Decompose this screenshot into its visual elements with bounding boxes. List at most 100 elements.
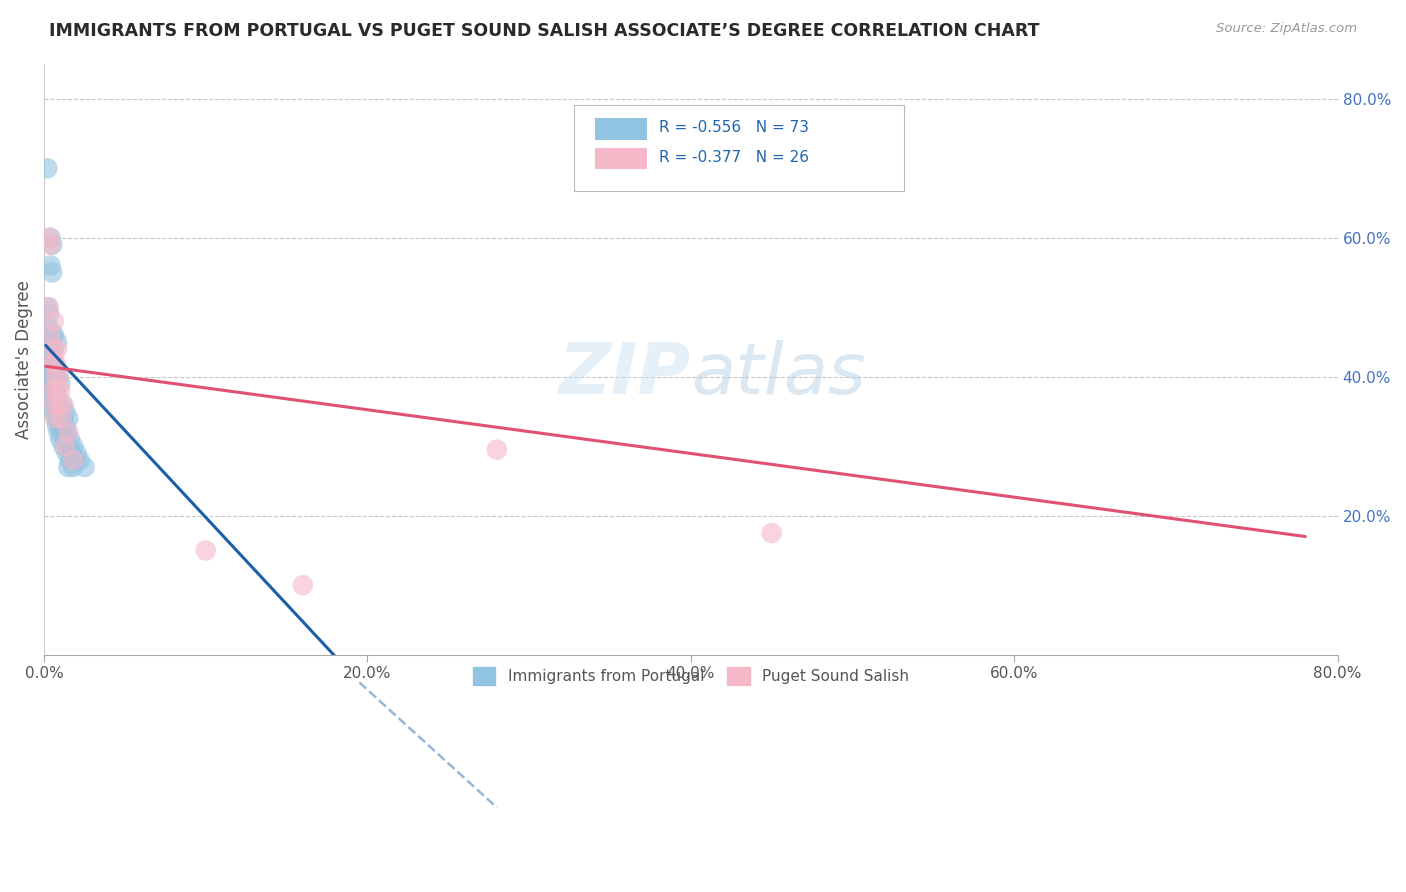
Point [69, 453, 91, 467]
Point [42, 342, 65, 356]
Point [41, 328, 63, 343]
Point [49, 384, 72, 398]
Point [42, 376, 65, 391]
Point [65, 446, 87, 460]
Point [62, 439, 84, 453]
Point [51, 425, 73, 440]
Point [51, 397, 73, 411]
Point [291, 578, 314, 592]
Point [48, 425, 70, 440]
Point [44, 369, 66, 384]
Point [38, 356, 60, 370]
Point [49, 376, 72, 391]
Point [41, 237, 63, 252]
Point [42, 314, 65, 328]
Text: IMMIGRANTS FROM PORTUGAL VS PUGET SOUND SALISH ASSOCIATE’S DEGREE CORRELATION CH: IMMIGRANTS FROM PORTUGAL VS PUGET SOUND … [49, 22, 1039, 40]
Point [37, 342, 59, 356]
Text: atlas: atlas [690, 340, 866, 409]
FancyBboxPatch shape [595, 148, 647, 169]
Point [46, 384, 69, 398]
Point [53, 439, 76, 453]
Point [48, 369, 70, 384]
Point [38, 369, 60, 384]
Point [41, 265, 63, 279]
Point [58, 439, 80, 453]
Point [44, 397, 66, 411]
Point [39, 363, 62, 377]
Point [41, 369, 63, 384]
Text: R = -0.377   N = 26: R = -0.377 N = 26 [658, 150, 808, 165]
Point [60, 446, 83, 460]
Point [761, 526, 783, 541]
Point [37, 349, 59, 363]
Point [49, 418, 72, 433]
Point [41, 384, 63, 398]
Point [37, 300, 59, 314]
Point [44, 411, 66, 425]
Point [38, 300, 60, 314]
Point [39, 342, 62, 356]
Point [37, 356, 59, 370]
Point [53, 404, 76, 418]
Point [41, 376, 63, 391]
Point [62, 453, 84, 467]
Point [63, 453, 86, 467]
Point [62, 460, 84, 475]
Point [41, 384, 63, 398]
Point [41, 397, 63, 411]
Point [42, 397, 65, 411]
Point [46, 418, 69, 433]
Point [44, 356, 66, 370]
Point [59, 432, 82, 446]
Text: R = -0.556   N = 73: R = -0.556 N = 73 [658, 120, 808, 136]
Point [37, 161, 59, 176]
Point [53, 418, 76, 433]
Point [42, 404, 65, 418]
Point [48, 397, 70, 411]
Text: Source: ZipAtlas.com: Source: ZipAtlas.com [1216, 22, 1357, 36]
Point [39, 369, 62, 384]
Point [44, 369, 66, 384]
Point [39, 237, 62, 252]
Point [58, 425, 80, 440]
Point [55, 425, 77, 440]
Y-axis label: Associate's Degree: Associate's Degree [15, 280, 32, 439]
Point [42, 342, 65, 356]
Point [46, 391, 69, 405]
Point [38, 231, 60, 245]
Point [485, 442, 508, 457]
Point [46, 342, 69, 356]
Point [48, 369, 70, 384]
Point [38, 342, 60, 356]
Point [42, 356, 65, 370]
Text: ZIP: ZIP [558, 340, 690, 409]
Point [58, 460, 80, 475]
Point [42, 328, 65, 343]
Point [52, 411, 75, 425]
Point [41, 391, 63, 405]
Point [39, 328, 62, 343]
Point [39, 384, 62, 398]
Point [39, 231, 62, 245]
Point [38, 349, 60, 363]
Point [46, 334, 69, 349]
Point [41, 349, 63, 363]
Point [38, 363, 60, 377]
Point [38, 307, 60, 321]
Point [59, 453, 82, 467]
Point [39, 356, 62, 370]
Point [49, 404, 72, 418]
Point [46, 404, 69, 418]
Point [49, 432, 72, 446]
Legend: Immigrants from Portugal, Puget Sound Salish: Immigrants from Portugal, Puget Sound Sa… [467, 660, 915, 691]
Point [55, 446, 77, 460]
Point [58, 411, 80, 425]
Point [44, 411, 66, 425]
Point [52, 397, 75, 411]
Point [53, 432, 76, 446]
Point [41, 356, 63, 370]
Point [48, 397, 70, 411]
Point [44, 384, 66, 398]
Point [39, 376, 62, 391]
Point [48, 411, 70, 425]
